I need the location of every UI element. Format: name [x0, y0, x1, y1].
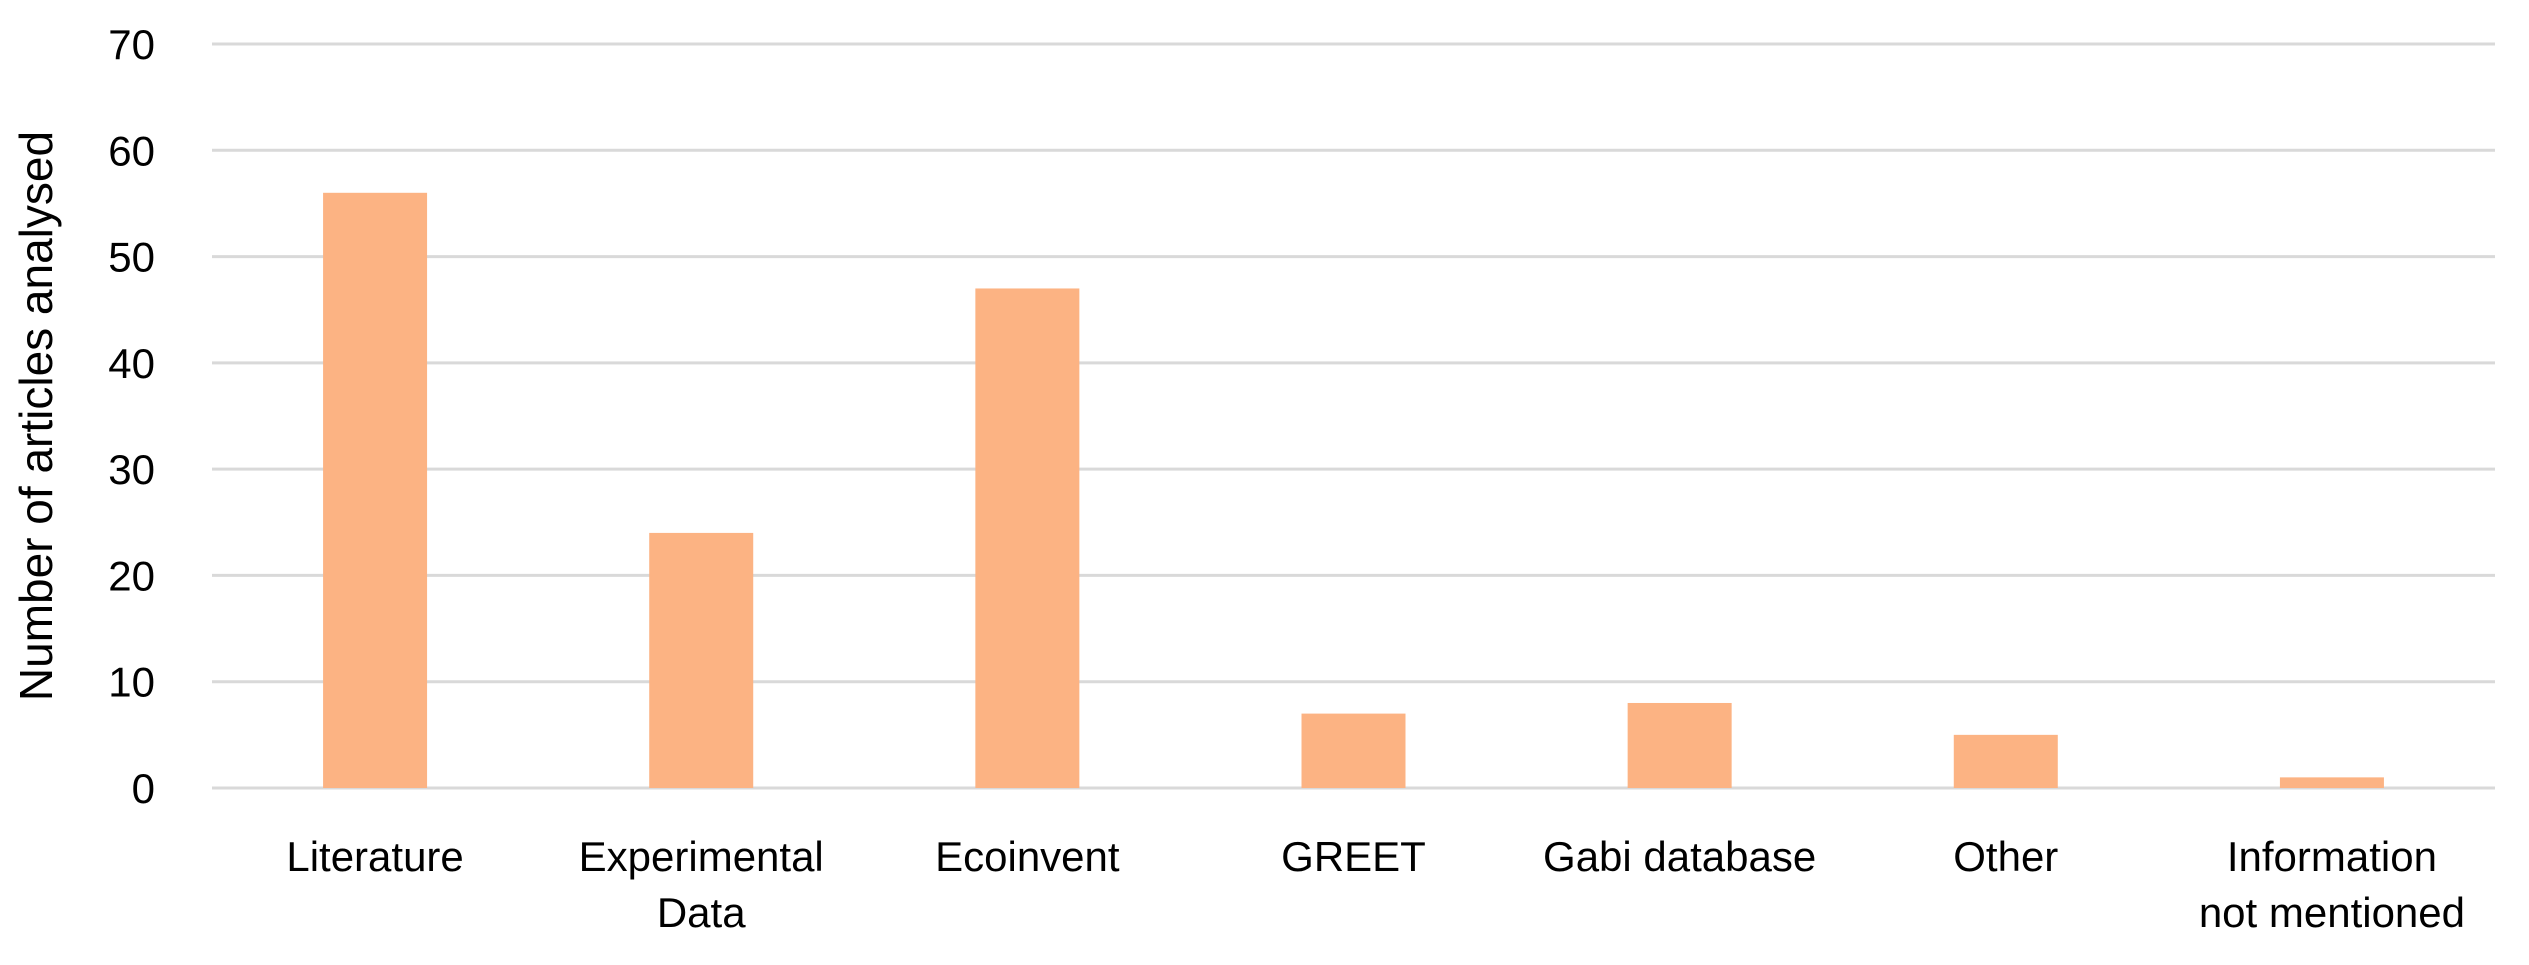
- bar: [649, 532, 754, 788]
- bar: [1953, 734, 2058, 788]
- bar: [1301, 713, 1406, 788]
- y-tick-label: 40: [108, 340, 155, 387]
- y-tick-label: 0: [132, 765, 155, 812]
- y-axis-ticks: 0 10 20 30 40 50 60 70: [108, 21, 155, 812]
- x-tick-label: GREET: [1281, 833, 1426, 880]
- bar: [975, 288, 1080, 788]
- y-axis-title: Number of articles analysed: [10, 131, 62, 701]
- y-tick-label: 60: [108, 127, 155, 174]
- x-tick-label: Experimental Data: [579, 833, 824, 936]
- y-tick-label: 20: [108, 552, 155, 599]
- y-tick-label: 10: [108, 659, 155, 706]
- x-axis-ticks: Literature Experimental Data Ecoinvent GREET…: [286, 833, 2465, 936]
- x-tick-label: Ecoinvent: [935, 833, 1120, 880]
- y-tick-label: 30: [108, 446, 155, 493]
- x-tick-label: Information not mentioned: [2199, 833, 2465, 936]
- x-tick-label: Other: [1953, 833, 2058, 880]
- y-tick-label: 50: [108, 234, 155, 281]
- bar: [2279, 777, 2384, 788]
- bar: [1627, 702, 1732, 788]
- x-tick-label: Literature: [286, 833, 463, 880]
- y-tick-label: 70: [108, 21, 155, 68]
- gridlines: [212, 42, 2495, 790]
- bars: [323, 192, 2384, 789]
- bar: [323, 192, 428, 789]
- x-tick-label: Gabi database: [1543, 833, 1816, 880]
